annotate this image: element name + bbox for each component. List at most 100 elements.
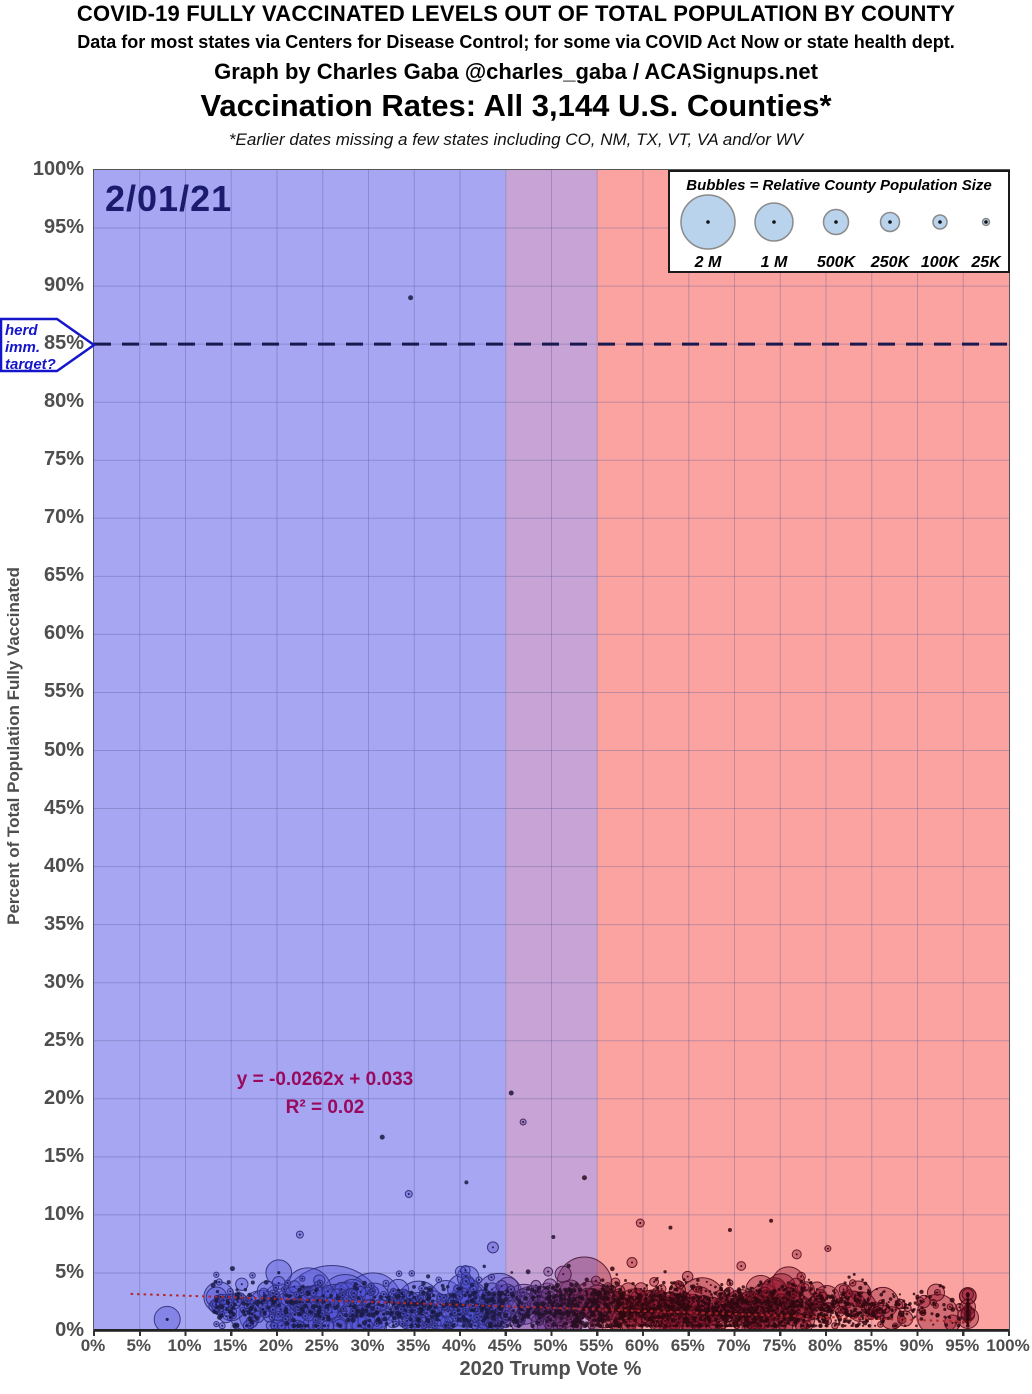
county-dot: [794, 1310, 798, 1314]
county-dot: [668, 1225, 673, 1230]
county-dot: [642, 1289, 645, 1293]
county-dot: [672, 1292, 676, 1296]
county-dot: [667, 1306, 670, 1309]
county-dot: [912, 1307, 916, 1311]
county-dot: [299, 1324, 303, 1328]
county-bubble-center-dot: [302, 1301, 305, 1304]
county-dot: [741, 1300, 744, 1304]
county-dot: [957, 1316, 962, 1321]
county-dot: [659, 1305, 662, 1308]
county-dot: [604, 1302, 608, 1307]
county-dot: [346, 1317, 351, 1323]
county-dot: [352, 1285, 357, 1290]
county-dot: [489, 1322, 493, 1326]
county-dot: [751, 1311, 754, 1314]
county-dot: [948, 1315, 952, 1319]
county-dot: [740, 1294, 743, 1298]
county-bubble-center-dot: [660, 1287, 663, 1290]
county-dot: [676, 1293, 679, 1296]
county-dot: [424, 1286, 428, 1290]
county-bubble-center-dot: [400, 1308, 403, 1311]
county-dot: [688, 1313, 691, 1316]
county-bubble-center-dot: [392, 1299, 395, 1302]
y-tick-label-60: 60%: [43, 622, 84, 645]
county-bubble-cluster: [153, 1256, 980, 1331]
y-tick-label-95: 95%: [43, 216, 84, 239]
county-bubble-center-dot: [246, 1300, 249, 1303]
county-dot: [770, 1309, 773, 1313]
county-bubble-center-dot: [951, 1321, 954, 1324]
county-dot: [228, 1315, 232, 1319]
county-dot: [891, 1324, 895, 1327]
county-bubble-center-dot: [808, 1312, 811, 1315]
county-dot: [666, 1318, 669, 1321]
county-bubble-center-dot: [275, 1293, 278, 1296]
county-dot: [737, 1302, 740, 1306]
county-dot: [780, 1284, 785, 1289]
county-dot: [826, 1305, 830, 1308]
county-dot: [591, 1318, 595, 1322]
county-bubble-center-dot: [425, 1323, 428, 1326]
county-dot: [214, 1310, 219, 1315]
county-dot: [533, 1309, 537, 1312]
county-dot: [326, 1315, 331, 1319]
county-dot: [532, 1289, 537, 1294]
county-dot: [839, 1296, 844, 1300]
county-dot: [376, 1317, 380, 1321]
county-dot: [844, 1303, 848, 1307]
county-dot: [451, 1323, 456, 1328]
county-dot: [706, 1305, 710, 1309]
county-dot: [661, 1294, 665, 1298]
county-dot: [210, 1282, 216, 1288]
county-bubble-center-dot: [510, 1288, 513, 1291]
county-dot: [856, 1291, 862, 1296]
county-bubble-center-dot: [370, 1284, 373, 1287]
county-dot: [322, 1316, 326, 1321]
county-dot: [851, 1322, 855, 1326]
county-bubble-center-dot: [562, 1273, 565, 1276]
county-dot: [581, 1175, 587, 1181]
county-dot: [430, 1314, 435, 1319]
county-dot: [834, 1319, 837, 1322]
county-dot: [781, 1296, 786, 1300]
county-dot: [663, 1270, 667, 1274]
county-dot: [818, 1324, 823, 1328]
county-bubble-center-dot: [453, 1311, 456, 1314]
county-dot: [771, 1297, 774, 1301]
county-bubble-center-dot: [392, 1290, 395, 1293]
county-dot: [915, 1324, 918, 1328]
county-dot: [759, 1301, 763, 1305]
county-dot: [817, 1294, 820, 1297]
county-dot: [226, 1280, 231, 1285]
county-dot: [228, 1309, 233, 1313]
county-dot: [676, 1301, 679, 1304]
county-dot: [664, 1295, 667, 1298]
county-dot: [680, 1315, 683, 1318]
county-bubble-center-dot: [594, 1279, 597, 1282]
county-dot: [736, 1324, 740, 1328]
county-dot: [919, 1289, 924, 1294]
county-dot: [809, 1296, 812, 1300]
county-dot: [584, 1304, 588, 1308]
county-bubble-center-dot: [327, 1308, 330, 1311]
county-dot: [923, 1309, 926, 1312]
county-dot: [932, 1323, 935, 1326]
county-dot: [551, 1285, 556, 1290]
county-dot: [258, 1300, 263, 1305]
county-dot: [819, 1300, 822, 1303]
county-dot: [574, 1282, 579, 1288]
county-dot: [386, 1295, 391, 1301]
county-bubble-center-dot: [826, 1247, 829, 1250]
county-dot: [882, 1314, 885, 1317]
county-dot: [458, 1287, 463, 1291]
county-dot: [559, 1316, 564, 1321]
county-dot: [508, 1090, 514, 1096]
county-dot: [788, 1294, 792, 1297]
county-dot: [693, 1324, 698, 1328]
county-bubble-center-dot: [636, 1307, 639, 1310]
county-dot: [624, 1278, 627, 1282]
county-dot: [849, 1319, 852, 1323]
county-bubble-center-dot: [293, 1285, 296, 1288]
county-dot: [919, 1310, 924, 1315]
county-dot: [669, 1324, 672, 1327]
